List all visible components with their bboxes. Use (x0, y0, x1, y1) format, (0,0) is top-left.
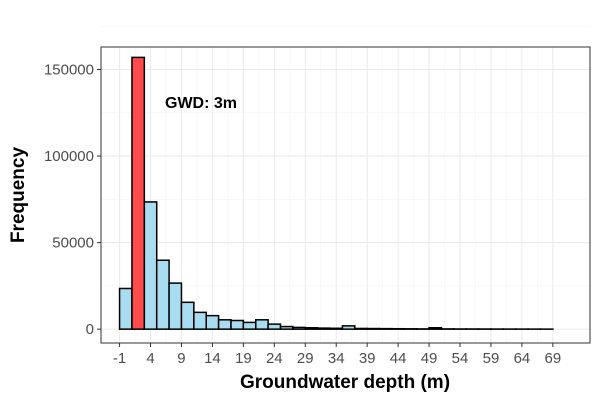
y-axis-title: Frequency (8, 147, 29, 244)
x-axis-title: Groundwater depth (m) (240, 372, 450, 393)
histogram-bar (230, 319, 245, 330)
y-tick-label: 150000 (44, 62, 94, 79)
histogram-bar (193, 311, 207, 330)
histogram-bar (341, 325, 356, 330)
y-tick-label: 50000 (52, 235, 94, 252)
histogram-bar (304, 327, 319, 330)
x-tick-label: 69 (545, 350, 562, 367)
histogram-bar (378, 327, 393, 330)
x-tick-label: 49 (421, 350, 438, 367)
x-tick-label: 29 (297, 350, 314, 367)
histogram-bar (329, 327, 344, 330)
histogram-bar (168, 282, 183, 330)
histogram-bar (428, 327, 443, 330)
x-tick-label: -1 (113, 350, 126, 367)
x-tick-label: 9 (177, 350, 185, 367)
x-tick-label: 64 (514, 350, 531, 367)
histogram-bar (366, 327, 381, 330)
histogram-bar (205, 314, 220, 330)
histogram-bar (143, 201, 158, 330)
histogram-bar (155, 259, 170, 330)
histogram-bar (292, 326, 307, 330)
x-tick-label: 54 (452, 350, 469, 367)
histogram-bar (279, 325, 294, 330)
x-tick-label: 24 (266, 350, 283, 367)
histogram-bar (267, 323, 282, 330)
x-tick-label: 44 (390, 350, 407, 367)
panel-border (100, 46, 591, 344)
x-tick-label: 34 (328, 350, 345, 367)
y-tick-label: 0 (86, 321, 94, 338)
x-tick-label: 19 (235, 350, 252, 367)
histogram-bar (180, 301, 195, 330)
annotation-label: GWD: 3m (165, 95, 237, 112)
x-tick-label: 39 (359, 350, 376, 367)
x-tick-label: 59 (483, 350, 500, 367)
x-tick-label: 14 (204, 350, 221, 367)
y-tick-label: 100000 (44, 148, 94, 165)
histogram-bar (354, 327, 368, 330)
highlight-bar (131, 56, 146, 330)
histogram-bar (254, 319, 269, 330)
histogram-bar (217, 319, 232, 330)
histogram-bar (316, 327, 331, 330)
x-tick-label: 4 (146, 350, 154, 367)
histogram-bar (118, 287, 133, 330)
histogram-bar (242, 321, 257, 330)
